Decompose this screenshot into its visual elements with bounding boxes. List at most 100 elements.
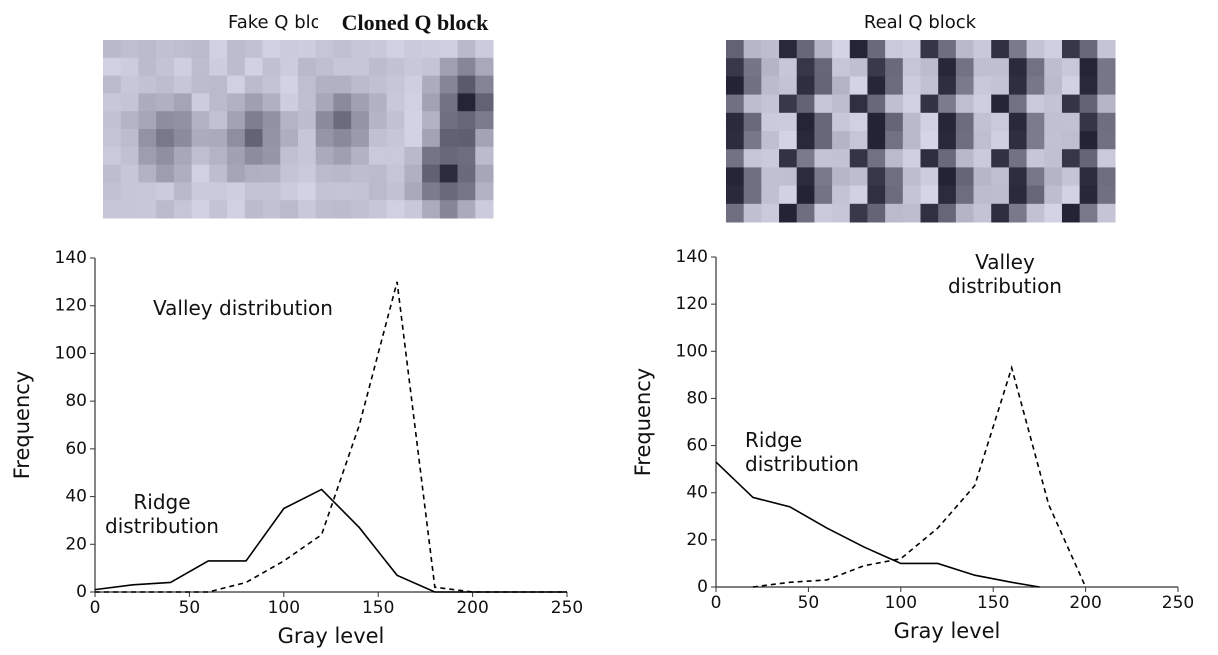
pixel (103, 182, 121, 200)
pixel (1080, 95, 1098, 114)
pixel (369, 182, 387, 200)
pixel (121, 76, 139, 94)
pixel (1027, 95, 1045, 114)
pixel (850, 40, 868, 59)
pixel (1044, 95, 1062, 114)
pixel (761, 149, 779, 168)
pixel (298, 147, 316, 165)
y-tick-label: 120 (55, 296, 87, 316)
pixel (903, 167, 921, 186)
series-line (753, 368, 1086, 587)
pixel (921, 40, 939, 59)
pixel (316, 76, 334, 94)
pixel (387, 129, 405, 147)
pixel (387, 58, 405, 76)
pixel (351, 129, 369, 147)
pixel (885, 149, 903, 168)
pixel (227, 58, 245, 76)
pixel (298, 76, 316, 94)
pixel (263, 200, 281, 218)
pixel (245, 200, 263, 218)
pixel (245, 129, 263, 147)
x-axis-label: Gray level (278, 624, 385, 648)
pixel (1027, 149, 1045, 168)
pixel (156, 111, 174, 129)
pixel (209, 165, 227, 183)
pixel (956, 204, 974, 223)
pixel (422, 58, 440, 76)
pixel (280, 111, 298, 129)
pixel (298, 129, 316, 147)
pixel (387, 165, 405, 183)
pixel (209, 40, 227, 58)
pixel (1009, 76, 1027, 95)
pixel (458, 58, 476, 76)
pixel (103, 147, 121, 165)
pixel (1097, 40, 1115, 59)
pixel (1097, 131, 1115, 150)
pixel (227, 129, 245, 147)
y-axis-label: Frequency (10, 371, 34, 480)
pixel (974, 149, 992, 168)
pixel (227, 93, 245, 111)
x-tick-label: 0 (711, 593, 722, 613)
pixel (280, 182, 298, 200)
pixel (938, 149, 956, 168)
pixel (422, 40, 440, 58)
pixel (974, 113, 992, 132)
pixel (1027, 167, 1045, 186)
pixel (192, 58, 210, 76)
pixel (761, 58, 779, 77)
pixel (974, 131, 992, 150)
pixel (209, 129, 227, 147)
pixel (850, 95, 868, 114)
pixel (956, 58, 974, 77)
pixel (263, 147, 281, 165)
pixel (387, 40, 405, 58)
pixel (1009, 167, 1027, 186)
pixel (1062, 40, 1080, 59)
pixel (832, 76, 850, 95)
pixel (263, 129, 281, 147)
pixel (832, 204, 850, 223)
pixel (298, 200, 316, 218)
pixel (138, 182, 156, 200)
pixel (316, 129, 334, 147)
pixel (440, 129, 458, 147)
x-tick-label: 50 (179, 598, 201, 618)
pixel (156, 58, 174, 76)
y-tick-label: 20 (686, 530, 708, 550)
pixel (1080, 149, 1098, 168)
pixel (422, 111, 440, 129)
pixel (245, 147, 263, 165)
pixel (850, 167, 868, 186)
pixel (103, 165, 121, 183)
pixel (369, 129, 387, 147)
pixel (209, 182, 227, 200)
pixel (422, 129, 440, 147)
pixel (850, 131, 868, 150)
pixel (263, 93, 281, 111)
pixel (885, 204, 903, 223)
pixel (174, 40, 192, 58)
pixel (227, 76, 245, 94)
pixel (1097, 167, 1115, 186)
pixel (245, 182, 263, 200)
pixel (174, 147, 192, 165)
pixel (404, 200, 422, 218)
series-annotation: Ridge distribution (745, 428, 859, 476)
x-tick-label: 150 (977, 593, 1009, 613)
pixel (1044, 40, 1062, 59)
pixel (138, 129, 156, 147)
pixel (921, 186, 939, 205)
pixel (726, 131, 744, 150)
pixel (991, 167, 1009, 186)
chart-title: Real Q block (864, 12, 977, 33)
pixel (138, 147, 156, 165)
pixel (333, 165, 351, 183)
pixel (263, 182, 281, 200)
pixel (885, 167, 903, 186)
pixel (475, 76, 493, 94)
pixel (814, 186, 832, 205)
pixel (245, 93, 263, 111)
